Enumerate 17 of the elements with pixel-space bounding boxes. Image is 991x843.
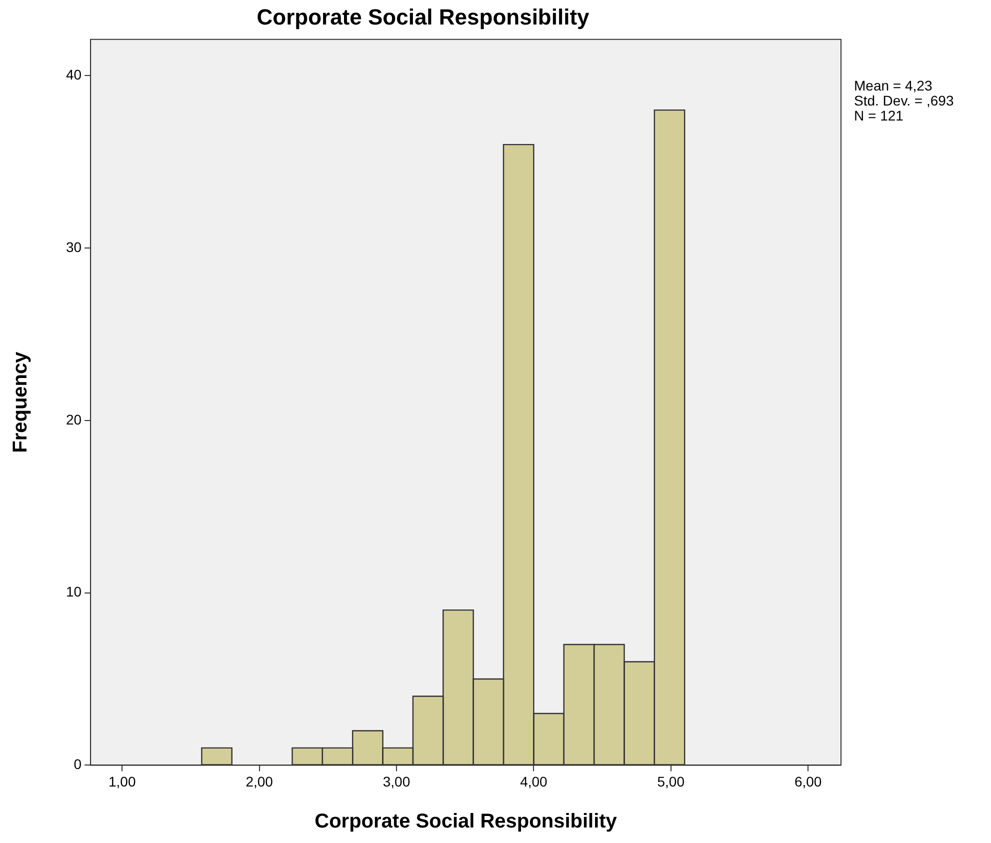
x-tick-label: 3,00 — [382, 773, 410, 790]
x-axis-title: Corporate Social Responsibility — [314, 810, 618, 833]
text: N = 121 — [854, 107, 904, 124]
x-tick-label: 2,00 — [246, 773, 274, 790]
y-tick-label: 30 — [66, 238, 82, 255]
text: Mean = 4,23 — [854, 77, 932, 94]
x-tick-label: 1,00 — [108, 773, 136, 790]
x-tick-label: 5,00 — [657, 773, 685, 790]
x-tick-label: 4,00 — [520, 773, 548, 790]
chart-title: Corporate Social Responsibility — [256, 4, 590, 30]
x-tick-label: 6,00 — [794, 773, 822, 790]
text: Std. Dev. = ,693 — [854, 92, 954, 108]
y-tick-label: 40 — [66, 66, 82, 82]
y-tick-label: 10 — [66, 584, 82, 600]
y-tick-label: 0 — [74, 756, 82, 772]
y-axis-title: Frequency — [10, 350, 32, 453]
y-tick-label: 20 — [66, 411, 82, 428]
